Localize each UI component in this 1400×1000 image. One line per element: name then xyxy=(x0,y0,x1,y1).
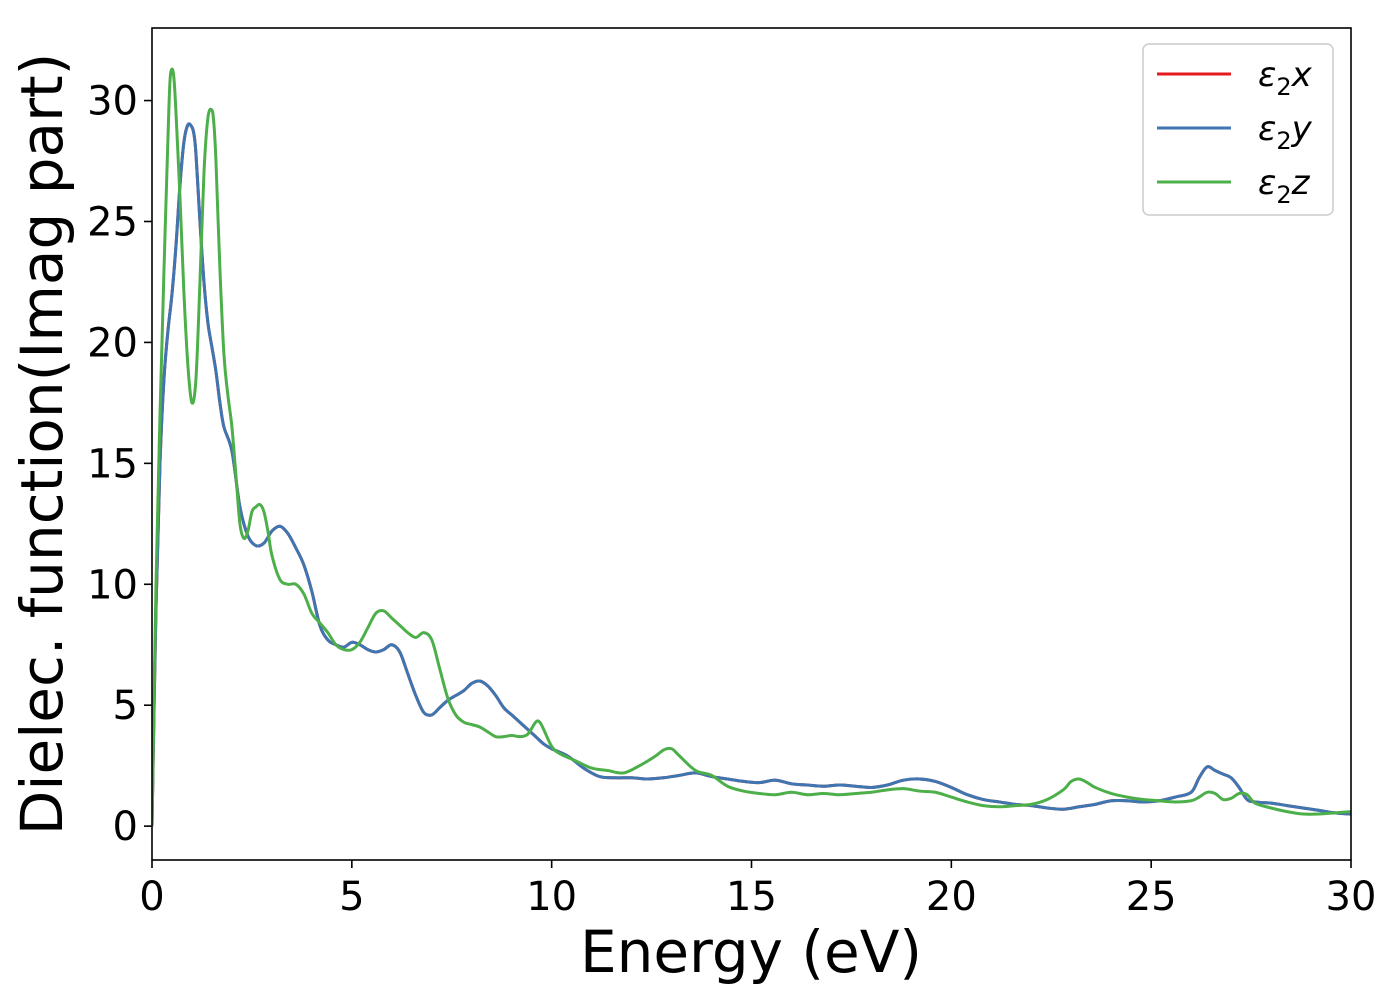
legend-label-sub: 2 xyxy=(1276,73,1291,101)
x-tick-label: 5 xyxy=(339,874,364,920)
legend-entry-x: ε2x xyxy=(1157,55,1313,101)
legend-label: ε2z xyxy=(1258,163,1311,209)
y-tick-label: 0 xyxy=(113,804,138,850)
x-tick-label: 10 xyxy=(526,874,577,920)
legend-frame xyxy=(1142,43,1334,216)
x-tick-label: 20 xyxy=(926,874,977,920)
legend-label: ε2x xyxy=(1258,55,1313,101)
y-tick-label: 10 xyxy=(87,562,138,608)
legend-entry-y: ε2y xyxy=(1157,109,1313,155)
legend-label-sub: 2 xyxy=(1276,181,1291,209)
legend-label-base: ε xyxy=(1258,55,1276,95)
legend-label-suffix: y xyxy=(1291,109,1313,149)
x-tick-label: 25 xyxy=(1126,874,1177,920)
y-tick-label: 5 xyxy=(113,683,138,729)
x-tick-label: 15 xyxy=(726,874,777,920)
y-tick-label: 30 xyxy=(87,79,138,125)
legend-label-base: ε xyxy=(1258,163,1276,203)
legend-label: ε2y xyxy=(1258,109,1313,155)
legend-label-suffix: z xyxy=(1291,163,1311,203)
legend-label-suffix: x xyxy=(1291,55,1313,95)
x-tick-label: 0 xyxy=(139,874,164,920)
series-y-line xyxy=(152,122,1351,827)
x-axis: 0 5 10 15 20 25 30 xyxy=(139,860,1376,920)
y-axis: 0 5 10 15 20 25 30 xyxy=(87,79,152,850)
y-tick-label: 15 xyxy=(87,441,138,487)
x-axis-label: Energy (eV) xyxy=(580,918,922,986)
series-z-line xyxy=(152,67,1351,827)
legend-label-sub: 2 xyxy=(1276,127,1291,155)
series-x-line xyxy=(152,122,1351,827)
legend-label-base: ε xyxy=(1258,109,1276,149)
legend-entry-z: ε2z xyxy=(1157,163,1311,209)
y-tick-label: 25 xyxy=(87,199,138,245)
y-tick-label: 20 xyxy=(87,320,138,366)
y-axis-label: Dielec. function(Imag part) xyxy=(8,53,76,836)
x-tick-label: 30 xyxy=(1326,874,1377,920)
series-layer xyxy=(152,67,1351,827)
